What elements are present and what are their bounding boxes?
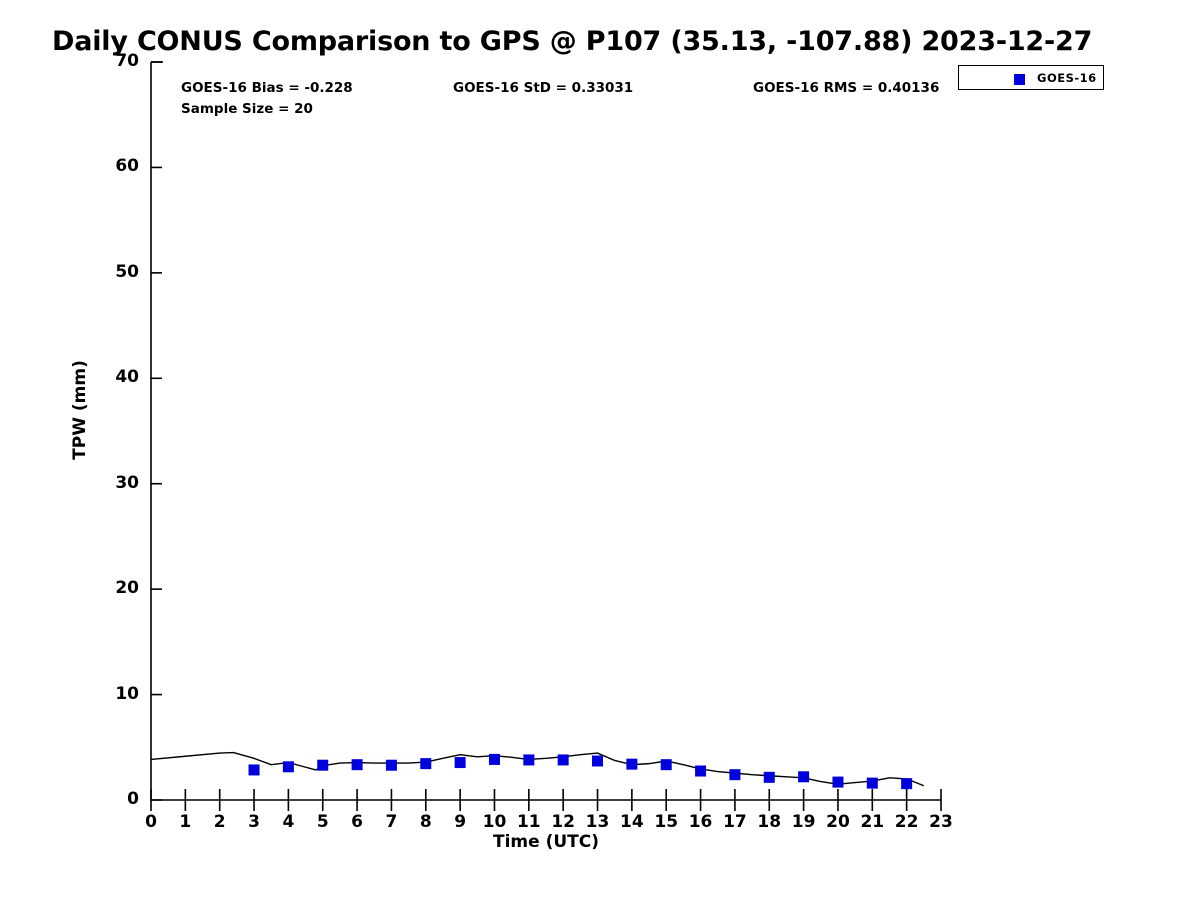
annotation-rms: GOES-16 RMS = 0.40136 [753, 80, 940, 96]
x-tick-label: 11 [516, 812, 541, 832]
legend-label-goes16: GOES-16 [1037, 71, 1097, 85]
x-tick-label: 16 [688, 812, 713, 832]
x-tick-label: 23 [929, 812, 953, 832]
y-axis-label: TPW (mm) [70, 360, 90, 460]
annotation-std: GOES-16 StD = 0.33031 [453, 80, 634, 96]
y-tick-label: 70 [115, 51, 139, 71]
x-tick-label: 18 [757, 812, 782, 832]
x-tick-label: 20 [826, 812, 850, 832]
annotation-sample-size: Sample Size = 20 [181, 101, 313, 117]
x-tick-label: 19 [791, 812, 816, 832]
y-tick-label: 30 [115, 472, 139, 493]
x-tick-label: 5 [316, 812, 329, 832]
y-tick-label: 10 [115, 683, 139, 704]
x-tick-label: 10 [482, 812, 507, 832]
y-tick-label: 0 [127, 789, 139, 809]
legend-swatch-goes16 [1014, 74, 1025, 85]
x-tick-label: 21 [860, 812, 885, 832]
y-tick-label: 20 [115, 578, 139, 599]
series-line-gps [150, 751, 925, 787]
x-axis-label: Time (UTC) [492, 832, 599, 852]
legend: GOES-16 [958, 65, 1104, 90]
x-tick-label: 2 [213, 812, 226, 832]
x-tick-label: 4 [282, 812, 295, 832]
x-tick-label: 1 [179, 812, 192, 832]
x-tick-label: 6 [351, 812, 363, 832]
x-tick-label: 3 [248, 812, 260, 832]
x-tick-label: 12 [551, 812, 575, 832]
page-title: Daily CONUS Comparison to GPS @ P107 (35… [52, 26, 1093, 57]
x-tick-label: 15 [654, 812, 679, 832]
x-tick-label: 13 [585, 812, 610, 832]
x-tick-label: 17 [723, 812, 747, 832]
x-tick-label: 8 [419, 812, 432, 832]
tick-marks [150, 61, 942, 811]
x-tick-label: 0 [145, 812, 157, 832]
y-tick-label: 40 [115, 367, 139, 388]
x-tick-label: 7 [385, 812, 398, 832]
axis-frame [150, 61, 941, 801]
y-tick-label: 60 [115, 156, 139, 177]
x-tick-label: 9 [454, 812, 467, 832]
x-tick-label: 22 [894, 812, 919, 832]
annotation-bias: GOES-16 Bias = -0.228 [181, 80, 353, 96]
x-tick-label: 14 [620, 812, 644, 832]
y-tick-label: 50 [115, 261, 139, 282]
series-markers-goes16 [248, 753, 913, 790]
